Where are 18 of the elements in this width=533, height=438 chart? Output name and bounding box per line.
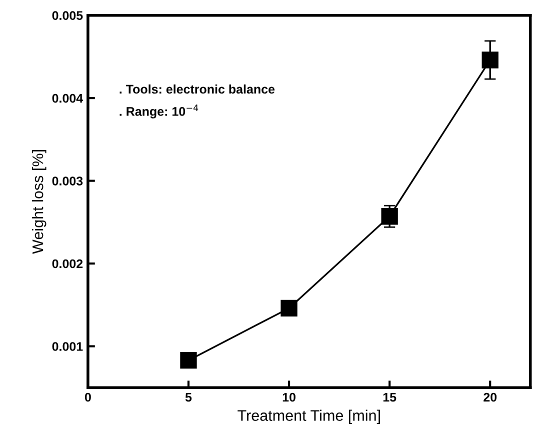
y-axis-title: Weight loss [%] xyxy=(32,150,46,254)
y-tick-label: 0.005 xyxy=(52,11,83,20)
point xyxy=(482,52,498,68)
x-tick-label: 0 xyxy=(84,392,91,402)
y-tick-label: 0.002 xyxy=(52,259,83,268)
point xyxy=(180,352,197,369)
annotation: . Tools: electronic balance xyxy=(120,84,275,94)
y-tick-label: 0.003 xyxy=(52,176,83,186)
x-tick-label: 15 xyxy=(383,392,396,402)
annotation: . Range: 10$^{−4}$ xyxy=(120,104,198,118)
x-tick-label: 5 xyxy=(185,392,192,402)
x-tick-label: 10 xyxy=(282,392,296,402)
y-tick-label: 0.001 xyxy=(52,342,83,351)
point xyxy=(280,300,298,317)
x-axis-title: Treatment Time [min] xyxy=(238,410,380,424)
y-tick-label: 0.004 xyxy=(52,94,84,103)
x-tick-label: 20 xyxy=(484,392,497,402)
point xyxy=(381,208,398,225)
